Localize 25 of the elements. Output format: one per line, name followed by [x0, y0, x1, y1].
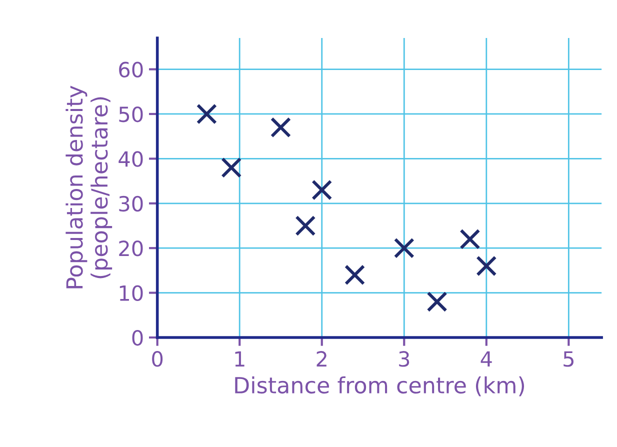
x-axis-title: Distance from centre (km) [235, 376, 524, 396]
point [221, 157, 242, 178]
y-tick-label: 10 [120, 285, 143, 301]
point [270, 117, 292, 138]
point [460, 228, 480, 250]
x-tick-label: 1 [235, 351, 244, 367]
point [312, 180, 332, 200]
x-tick-label: 4 [480, 351, 492, 367]
point [196, 104, 218, 124]
point [344, 264, 366, 286]
point [394, 238, 414, 258]
y-tick-label: 0 [132, 330, 143, 346]
point [426, 291, 448, 312]
point [476, 256, 497, 276]
x-tick-label: 5 [564, 351, 574, 367]
x-tick-label: 0 [152, 351, 163, 367]
x-tick-label: 2 [316, 351, 326, 367]
x-tick-label: 3 [399, 351, 410, 367]
y-tick-label: 50 [119, 106, 143, 122]
y-tick-label: 60 [119, 62, 143, 78]
y-axis-title: Population density (people/hectare) [66, 86, 112, 288]
y-tick-label: 30 [119, 196, 143, 212]
y-tick-label: 20 [119, 240, 143, 256]
point [295, 215, 316, 236]
y-tick-label: 40 [118, 151, 143, 167]
